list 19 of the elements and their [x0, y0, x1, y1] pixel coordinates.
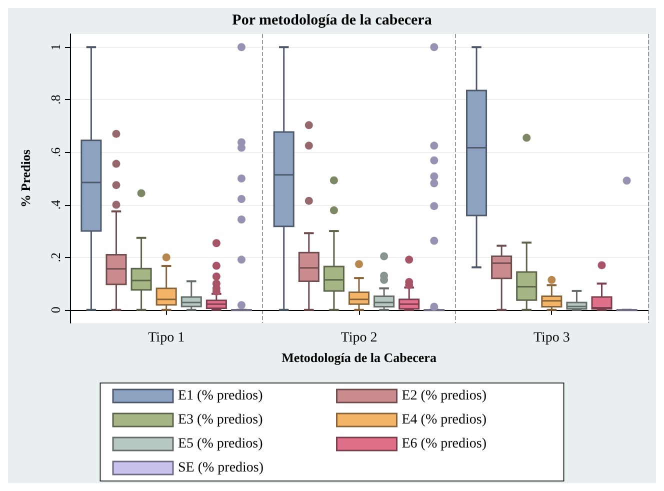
legend-label: E5 (% predios) — [178, 436, 264, 452]
legend-label: E2 (% predios) — [402, 388, 487, 404]
chart-title: Por metodología de la cabecera — [232, 12, 432, 28]
y-tick-label: .2 — [48, 252, 63, 262]
legend-label: E6 (% predios) — [402, 436, 487, 452]
y-tick-label: 1 — [48, 44, 63, 50]
legend-label: E1 (% predios) — [178, 388, 264, 404]
x-tick-label: Tipo 2 — [340, 330, 378, 346]
x-tick-label: Tipo 3 — [533, 330, 570, 346]
y-tick-label: 0 — [48, 306, 63, 314]
y-tick-label: .6 — [48, 146, 63, 158]
legend-label: E3 (% predios) — [178, 412, 264, 428]
y-tick-label: .4 — [48, 199, 63, 210]
x-axis-title: Metodología de la Cabecera — [282, 350, 437, 365]
y-axis-title: % Predios — [18, 150, 33, 208]
y-tick-label: .8 — [48, 94, 63, 105]
legend-label: E4 (% predios) — [402, 412, 487, 428]
legend-label: SE (% predios) — [178, 460, 264, 476]
x-tick-label: Tipo 1 — [148, 330, 185, 346]
